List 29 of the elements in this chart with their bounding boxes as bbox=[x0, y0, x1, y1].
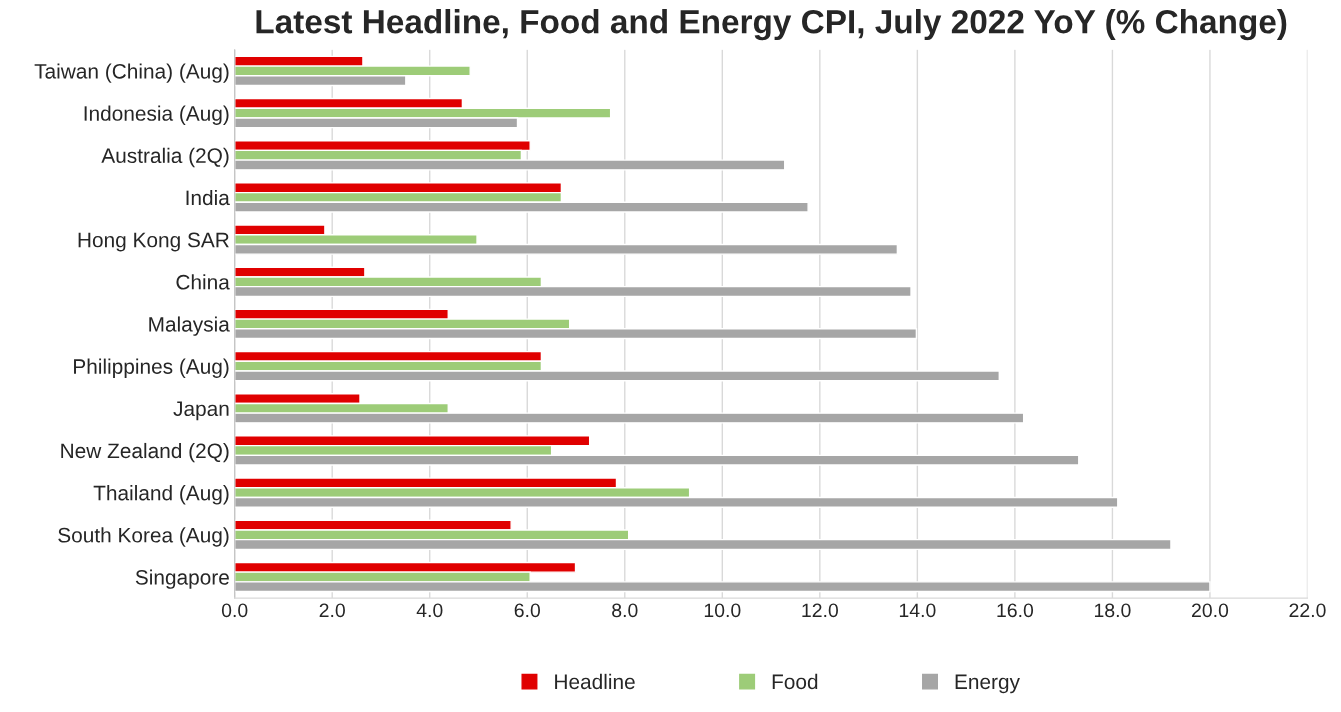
y-tick-label: Taiwan (China) (Aug) bbox=[34, 63, 229, 83]
x-tick-label: 2.0 bbox=[319, 603, 345, 618]
y-tick-label: Hong Kong SAR bbox=[78, 232, 229, 252]
x-tick-label: 10.0 bbox=[704, 603, 741, 618]
y-tick-label: New Zealand (2Q) bbox=[61, 442, 229, 463]
legend-label: Food bbox=[772, 673, 818, 690]
x-tick-label: 4.0 bbox=[416, 603, 443, 618]
y-tick-label: Indonesia (Aug) bbox=[84, 105, 229, 125]
legend-label: Energy bbox=[955, 674, 1020, 694]
x-tick-label: 20.0 bbox=[1192, 603, 1229, 618]
y-tick-label: Philippines (Aug) bbox=[74, 358, 229, 378]
x-tick-label: 14.0 bbox=[899, 603, 936, 618]
y-tick-label: Malaysia bbox=[149, 316, 230, 336]
y-tick-label: Thailand (Aug) bbox=[93, 485, 229, 505]
x-tick-label: 18.0 bbox=[1094, 603, 1131, 618]
x-tick-label: 16.0 bbox=[997, 603, 1034, 618]
x-tick-label: 22.0 bbox=[1289, 603, 1326, 618]
legend-label: Headline bbox=[555, 673, 635, 690]
x-tick-label: 8.0 bbox=[612, 603, 638, 618]
x-tick-label: 12.0 bbox=[802, 603, 838, 618]
y-tick-label: India bbox=[186, 189, 230, 206]
chart-title: Latest Headline, Food and Energy CPI, July 2022 YoY (% Change) bbox=[256, 9, 1287, 41]
x-tick-label: 6.0 bbox=[514, 603, 541, 618]
y-tick-label: China bbox=[176, 274, 230, 290]
y-tick-label: Australia (2Q) bbox=[101, 147, 229, 168]
y-tick-label: Japan bbox=[173, 401, 229, 421]
y-tick-label: Singapore bbox=[135, 569, 229, 589]
y-tick-label: South Korea (Aug) bbox=[58, 527, 229, 547]
x-tick-label: 0.0 bbox=[221, 603, 248, 618]
